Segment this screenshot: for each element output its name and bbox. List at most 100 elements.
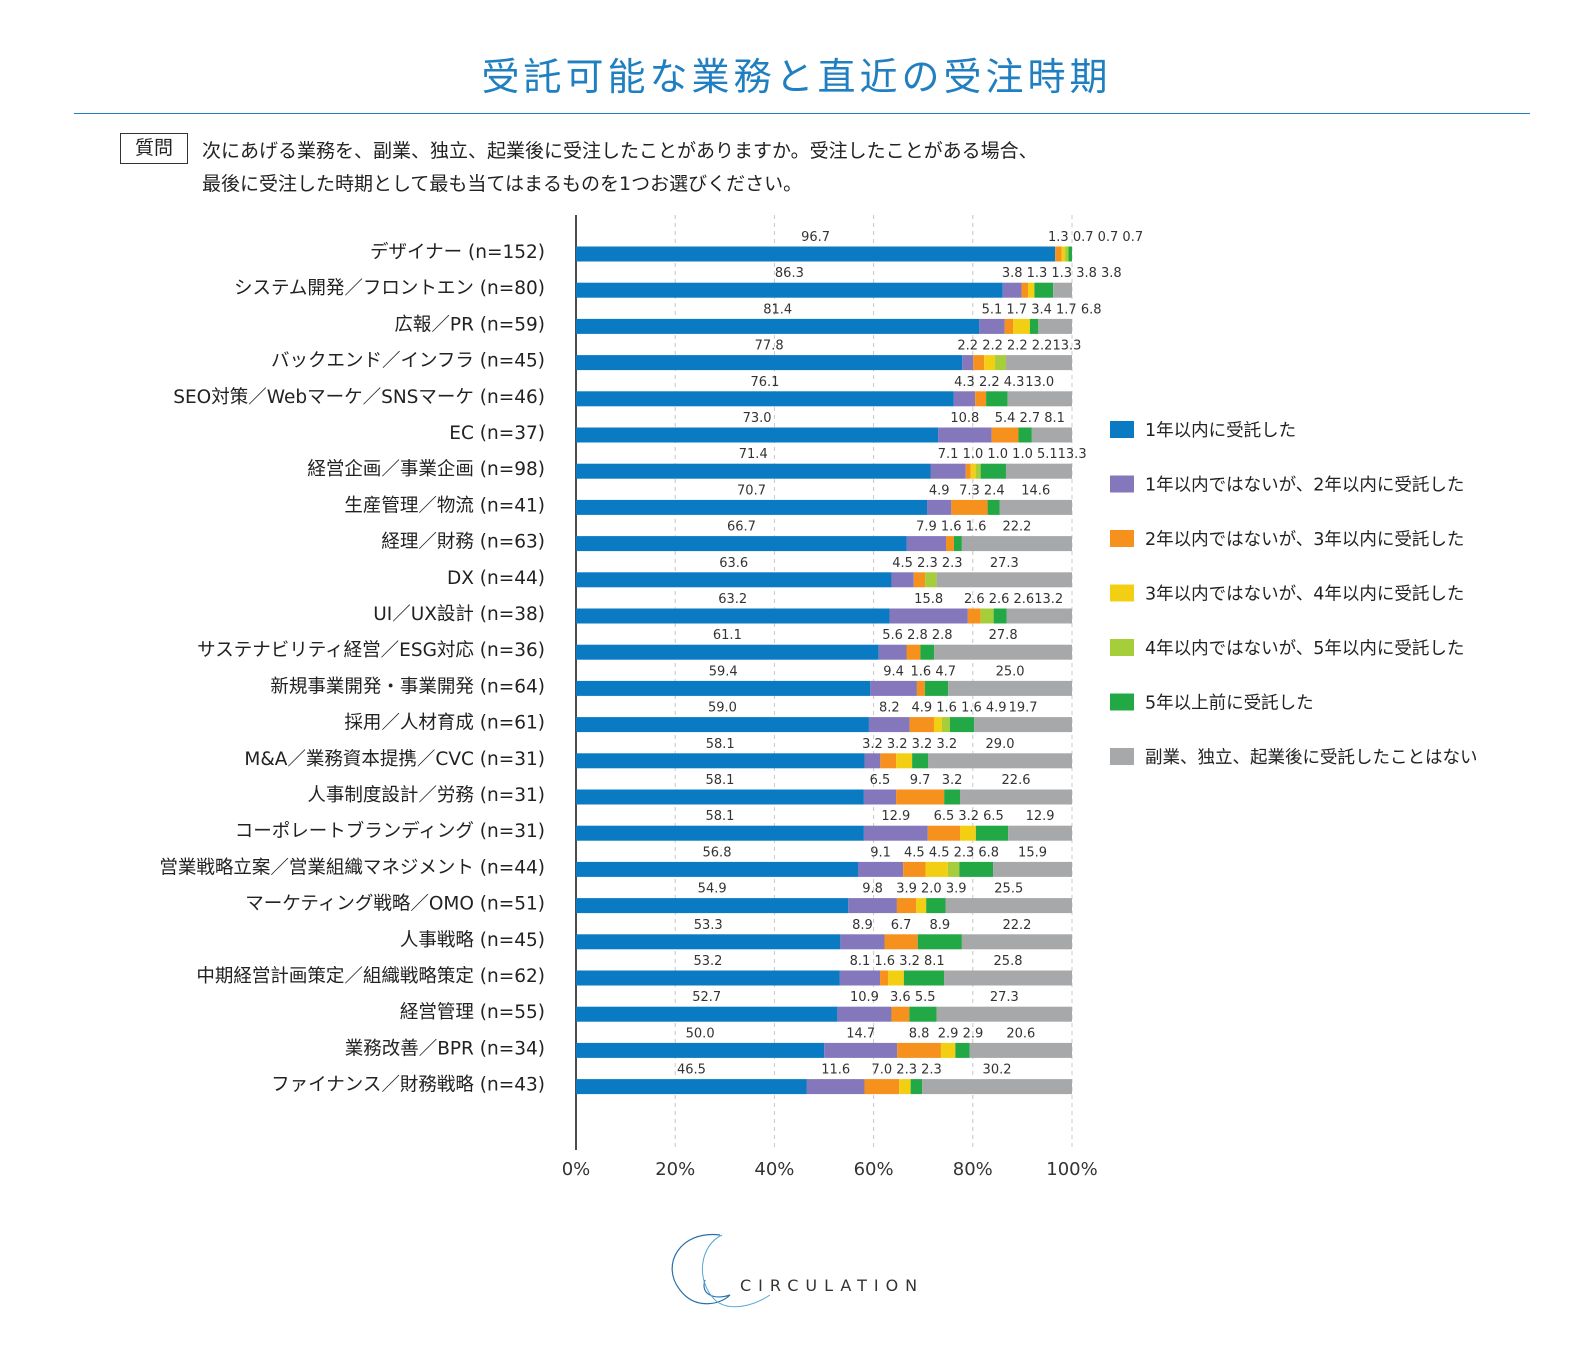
data-label: 1.6: [941, 520, 962, 535]
data-label: 1.7: [1006, 302, 1027, 317]
category-label: 採用／人材育成 (n=61): [344, 713, 545, 734]
category-label: 広報／PR (n=59): [394, 314, 545, 335]
data-label: 3.2: [899, 954, 920, 969]
data-label: 56.8: [703, 845, 732, 860]
bar-segment: [936, 1006, 1072, 1022]
data-label: 2.8: [932, 628, 953, 643]
bar-segment: [948, 680, 1072, 696]
bar-segment: [576, 970, 840, 986]
bar-segment: [920, 644, 935, 660]
bar-segment: [975, 463, 981, 479]
bar-segment: [899, 1079, 911, 1095]
data-label: 14.6: [1021, 483, 1050, 498]
bar-segment: [953, 536, 962, 552]
bar-segment: [891, 1006, 910, 1022]
bar-segment: [975, 391, 987, 407]
data-label: 1.6: [961, 701, 982, 716]
data-label: 1.6: [966, 520, 987, 535]
data-label: 58.1: [705, 809, 734, 824]
bar-segment: [863, 825, 928, 841]
category-label: 業務改善／BPR (n=34): [345, 1038, 545, 1059]
bar-segment: [947, 861, 960, 877]
bar-segment: [576, 499, 928, 515]
bar-segment: [806, 1079, 865, 1095]
bar-segment: [928, 753, 1072, 769]
bar-segment: [840, 934, 885, 950]
bar-segment: [1008, 825, 1072, 841]
title-divider: [74, 113, 1530, 114]
bar-segment: [896, 753, 913, 769]
bar-segment: [967, 608, 981, 624]
bar-segment: [576, 753, 865, 769]
bar-segment: [870, 680, 917, 696]
data-label: 2.2: [1032, 339, 1053, 354]
data-label: 9.7: [910, 773, 931, 788]
bar-segment: [1005, 355, 1072, 371]
bar-segment: [962, 355, 974, 371]
data-label: 1.6: [936, 701, 957, 716]
question-line-1: 次にあげる業務を、副業、独立、起業後に受注したことがありますか。受注したことがあ…: [202, 140, 1038, 162]
legend-swatch: [1110, 475, 1134, 493]
stacked-bar-chart: 0% 20% 40% 60% 80% 100% デザイナー (n=152) 96.7 1.3 0.…: [159, 215, 1478, 1180]
bar-segment: [995, 355, 1006, 371]
data-label: 8.9: [852, 918, 873, 933]
category-label: EC (n=37): [449, 423, 545, 444]
bar-segment: [1053, 282, 1072, 298]
bar-segment: [912, 753, 929, 769]
bar-segment: [951, 499, 988, 515]
legend-swatch: [1110, 530, 1134, 547]
data-label: 2.2: [982, 339, 1003, 354]
data-label: 9.1: [870, 845, 891, 860]
bar-segment: [891, 572, 914, 588]
bar-segment: [1021, 282, 1028, 298]
category-label: 人事戦略 (n=45): [400, 930, 545, 951]
data-label: 5.1: [1037, 447, 1058, 462]
data-label: 54.9: [698, 882, 727, 897]
data-label: 66.7: [727, 520, 756, 535]
bar-segment: [576, 934, 841, 950]
data-label: 7.3: [959, 483, 980, 498]
bar-segment: [864, 753, 881, 769]
data-label: 3.6: [890, 990, 911, 1005]
bar-segment: [576, 1042, 825, 1058]
bar-segment: [984, 355, 996, 371]
data-label: 22.2: [1002, 520, 1031, 535]
bar-segment: [1034, 282, 1054, 298]
data-label: 3.2: [912, 737, 933, 752]
data-label: 2.0: [921, 882, 942, 897]
category-label: マーケティング戦略／OMO (n=51): [245, 894, 545, 915]
bar-segment: [576, 644, 879, 660]
legend-label: 4年以内ではないが、5年以内に受託した: [1145, 639, 1464, 659]
data-label: 27.3: [990, 556, 1019, 571]
legend-label: 5年以上前に受託した: [1145, 694, 1314, 714]
bar-segment: [848, 898, 897, 914]
data-label: 19.7: [1009, 701, 1038, 716]
bar-segment: [975, 825, 1009, 841]
data-label: 2.2: [1007, 339, 1028, 354]
data-label: 3.2: [862, 737, 883, 752]
bar-segment: [837, 1006, 892, 1022]
bar-segment: [576, 572, 892, 588]
bar-segment: [999, 499, 1072, 515]
data-label: 71.4: [739, 447, 768, 462]
bar-segment: [946, 536, 954, 552]
data-label: 3.2: [887, 737, 908, 752]
bar-segment: [965, 463, 971, 479]
data-label: 1.3: [1048, 230, 1069, 245]
data-label: 58.1: [705, 773, 734, 788]
category-label: 経営管理 (n=55): [400, 1002, 545, 1023]
bar-segment: [909, 717, 934, 733]
bar-segment: [970, 463, 976, 479]
bar-segment: [909, 1006, 937, 1022]
data-label: 15.8: [914, 592, 943, 607]
data-label: 0.7: [1098, 230, 1119, 245]
data-label: 6.5: [983, 809, 1004, 824]
category-label: 人事制度設計／労務 (n=31): [307, 785, 545, 806]
bar-segment: [916, 680, 925, 696]
x-tick-label: 100%: [1046, 1159, 1097, 1180]
bar-segment: [953, 391, 976, 407]
data-label: 29.0: [986, 737, 1015, 752]
bar-segment: [576, 861, 859, 877]
data-label: 6.5: [934, 809, 955, 824]
data-label: 59.0: [708, 701, 737, 716]
